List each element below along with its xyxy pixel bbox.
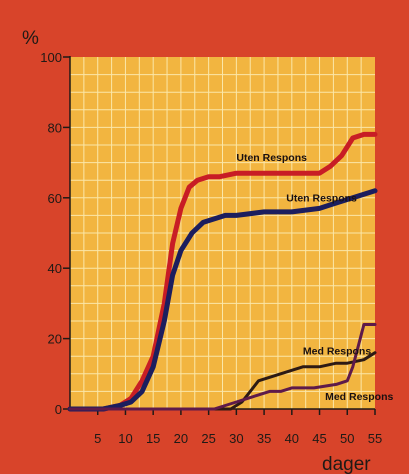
x-tick-label: 10 xyxy=(118,431,132,446)
series-annotation: Uten Respons xyxy=(286,192,357,204)
x-tick-label: 15 xyxy=(146,431,160,446)
series-annotation: Med Respons xyxy=(303,345,371,357)
x-tick-label: 50 xyxy=(340,431,354,446)
y-tick-label: 0 xyxy=(55,402,62,417)
y-tick-label: 60 xyxy=(48,191,62,206)
series-line-red xyxy=(67,131,378,412)
series-line-dark xyxy=(68,351,377,411)
grid xyxy=(70,57,375,409)
series-annotation: Med Respons xyxy=(325,391,393,403)
x-tick-label: 20 xyxy=(174,431,188,446)
y-unit-label: % xyxy=(22,28,39,49)
y-tick-label: 100 xyxy=(40,50,62,65)
x-tick-label: 55 xyxy=(368,431,382,446)
y-tick-label: 40 xyxy=(48,261,62,276)
x-tick-label: 40 xyxy=(285,431,299,446)
series-annotation: Uten Respons xyxy=(236,152,307,164)
y-tick-label: 20 xyxy=(48,332,62,347)
tick-labels: 0 20 40 60 80 100 5 10 15 20 25 30 35 40 45 50 55 xyxy=(40,50,382,446)
x-tick-label: 35 xyxy=(257,431,271,446)
x-tick-label: 25 xyxy=(201,431,215,446)
x-axis-label: dager xyxy=(322,454,371,474)
annotations: Uten Respons Uten Respons Med Respons Med R… xyxy=(236,152,393,403)
series-line-purple xyxy=(68,323,377,411)
series-line-navy xyxy=(67,188,378,412)
x-tick-label: 5 xyxy=(94,431,101,446)
x-tick-label: 30 xyxy=(229,431,243,446)
y-tick-label: 80 xyxy=(48,120,62,135)
series-layer xyxy=(67,131,378,412)
x-tick-label: 45 xyxy=(312,431,326,446)
